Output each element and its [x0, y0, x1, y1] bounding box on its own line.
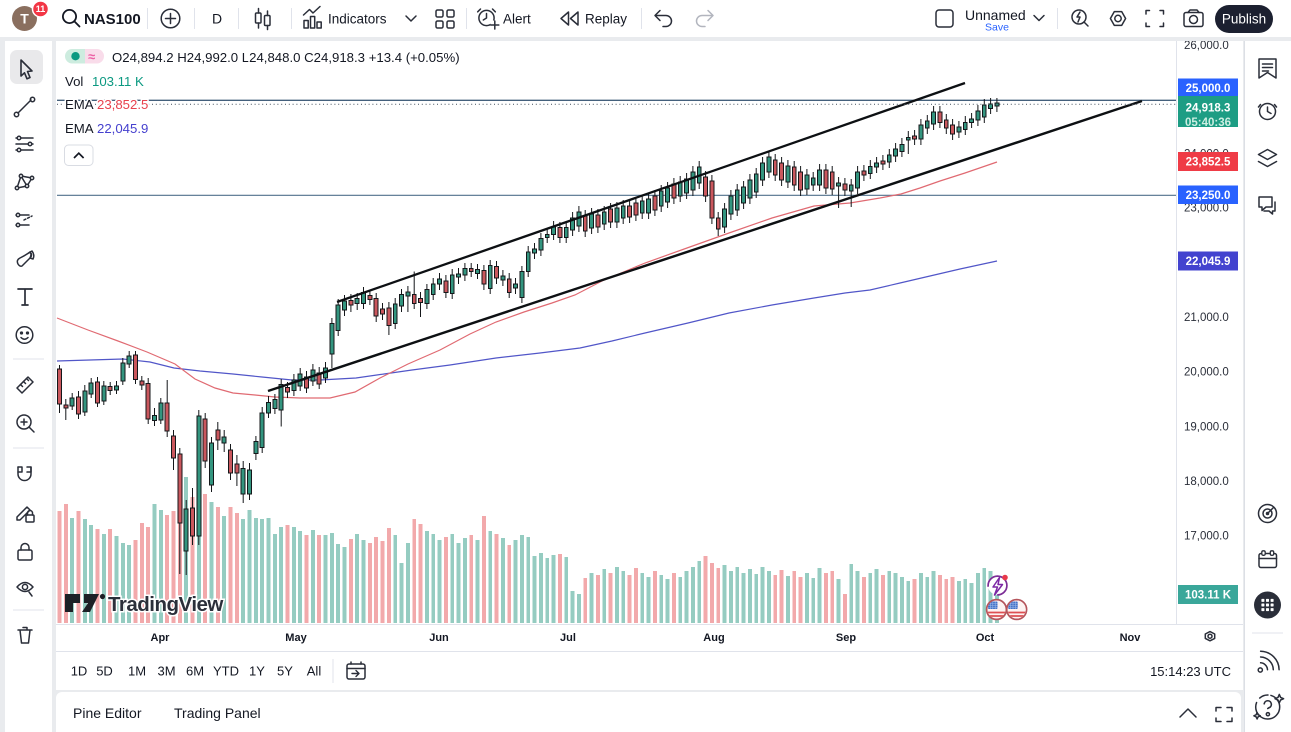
svg-text:26,000.0: 26,000.0 [1184, 41, 1229, 52]
svg-text:TradingView: TradingView [108, 593, 223, 616]
svg-text:Apr: Apr [151, 632, 171, 644]
svg-text:Aug: Aug [703, 632, 724, 644]
svg-text:103.11 K: 103.11 K [92, 74, 144, 89]
svg-text:23,852.5: 23,852.5 [97, 97, 148, 112]
svg-text:Publish: Publish [1222, 12, 1266, 27]
svg-text:Oct: Oct [976, 632, 995, 644]
svg-text:15:14:23 UTC: 15:14:23 UTC [1150, 664, 1231, 679]
svg-text:23,250.0: 23,250.0 [1186, 190, 1231, 202]
svg-text:11: 11 [36, 4, 46, 14]
svg-text:23,852.5: 23,852.5 [1186, 157, 1231, 169]
svg-text:19,000.0: 19,000.0 [1184, 422, 1229, 434]
svg-text:EMA: EMA [65, 121, 94, 136]
svg-text:20,000.0: 20,000.0 [1184, 367, 1229, 379]
svg-text:3M: 3M [157, 664, 175, 679]
svg-text:22,045.9: 22,045.9 [97, 121, 148, 136]
svg-text:103.11 K: 103.11 K [1185, 590, 1232, 602]
svg-text:6M: 6M [186, 664, 204, 679]
svg-text:Alert: Alert [503, 12, 531, 27]
svg-text:22,045.9: 22,045.9 [1186, 256, 1231, 268]
svg-text:Nov: Nov [1120, 632, 1142, 644]
svg-text:1Y: 1Y [249, 664, 265, 679]
svg-text:05:40:36: 05:40:36 [1185, 117, 1231, 129]
svg-text:1D: 1D [71, 664, 88, 679]
svg-text:Save: Save [985, 22, 1009, 34]
svg-text:1M: 1M [128, 664, 146, 679]
svg-text:YTD: YTD [213, 664, 239, 679]
svg-text:O24,894.2 H24,992.0 L24,848.0: O24,894.2 H24,992.0 L24,848.0 C24,918.3 … [112, 50, 460, 65]
svg-text:23,000.0: 23,000.0 [1184, 203, 1229, 215]
svg-text:25,000.0: 25,000.0 [1186, 83, 1231, 95]
svg-text:NAS100: NAS100 [84, 11, 141, 28]
svg-text:24,918.3: 24,918.3 [1186, 103, 1231, 115]
svg-text:5D: 5D [96, 664, 113, 679]
svg-text:Pine Editor: Pine Editor [73, 705, 142, 721]
svg-text:Jun: Jun [429, 632, 449, 644]
svg-text:18,000.0: 18,000.0 [1184, 476, 1229, 488]
svg-text:Trading Panel: Trading Panel [174, 705, 261, 721]
svg-text:Vol: Vol [65, 74, 83, 89]
svg-text:Jul: Jul [560, 632, 576, 644]
svg-text:D: D [212, 11, 222, 27]
svg-text:T: T [20, 11, 29, 27]
svg-text:EMA: EMA [65, 97, 94, 112]
svg-text:Sep: Sep [836, 632, 856, 644]
svg-text:Replay: Replay [585, 12, 627, 27]
svg-text:May: May [285, 632, 307, 644]
svg-text:5Y: 5Y [277, 664, 293, 679]
svg-text:17,000.0: 17,000.0 [1184, 531, 1229, 543]
svg-text:21,000.0: 21,000.0 [1184, 312, 1229, 324]
svg-text:Unnamed: Unnamed [965, 7, 1026, 23]
svg-text:All: All [307, 664, 322, 679]
svg-text:Indicators: Indicators [328, 12, 387, 27]
svg-text:≈: ≈ [88, 49, 95, 64]
